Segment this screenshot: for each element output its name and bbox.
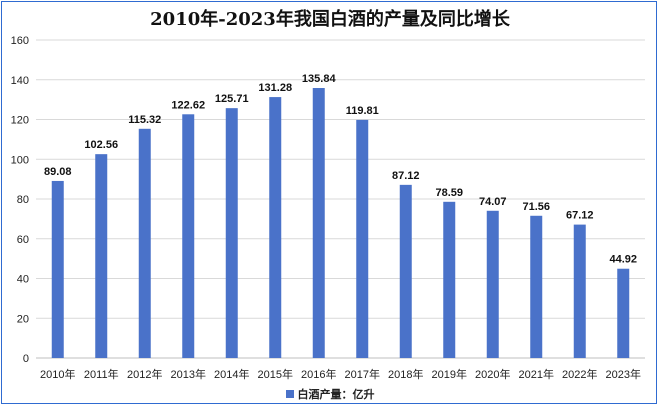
bar	[138, 128, 151, 358]
x-tick-label: 2010年	[40, 367, 75, 381]
x-tick-label: 2011年	[84, 367, 119, 381]
data-label: 67.12	[566, 210, 594, 222]
data-label: 125.71	[215, 93, 249, 105]
x-tick-label: 2016年	[301, 367, 336, 381]
data-label: 44.92	[609, 254, 637, 266]
bar	[486, 210, 499, 358]
bar	[225, 108, 238, 359]
data-label: 135.84	[302, 73, 337, 85]
bar	[312, 88, 325, 358]
x-tick-label: 2015年	[258, 367, 293, 381]
legend-label: 白酒产量：亿升	[297, 389, 375, 401]
data-labels: 89.08 102.56 115.32 122.62 125.71 131.28 135.8…	[44, 73, 637, 266]
bar	[399, 184, 412, 358]
x-tick-label: 2022年	[562, 367, 597, 381]
y-tick-label: 0	[23, 353, 29, 365]
y-tick-label: 40	[17, 274, 29, 286]
y-tick-label: 120	[11, 115, 29, 127]
y-tick-label: 60	[17, 234, 29, 246]
y-tick-label: 100	[11, 154, 29, 166]
x-tick-label: 2018年	[388, 367, 423, 381]
x-tick-label: 2021年	[519, 367, 554, 381]
legend: 白酒产量：亿升	[0, 386, 660, 402]
data-label: 122.62	[171, 99, 205, 111]
bar	[443, 201, 456, 358]
y-tick-label: 140	[11, 75, 29, 87]
x-tick-label: 2012年	[127, 367, 162, 381]
data-label: 89.08	[44, 166, 72, 178]
chart-title: 2010年-2023年我国白酒的产量及同比增长	[150, 9, 510, 30]
legend-swatch	[285, 390, 294, 398]
data-label: 115.32	[128, 114, 161, 126]
x-tick-label: 2013年	[171, 367, 206, 381]
y-tick-label: 160	[11, 35, 29, 47]
bar	[95, 154, 108, 358]
bar	[356, 119, 369, 358]
bar	[617, 268, 630, 358]
bar	[182, 114, 195, 358]
y-axis-ticks: 0 20 40 60 80 100 120 140 160	[11, 35, 29, 365]
x-tick-label: 2023年	[606, 367, 641, 381]
bar	[573, 224, 586, 358]
x-tick-label: 2019年	[432, 367, 467, 381]
data-label: 102.56	[84, 139, 118, 151]
y-tick-label: 20	[17, 313, 29, 325]
data-label: 87.12	[392, 170, 420, 182]
y-tick-label: 80	[17, 194, 29, 206]
bar	[530, 215, 543, 358]
bar	[51, 180, 64, 358]
data-label: 74.07	[479, 196, 507, 208]
x-axis-ticks: 2010年 2011年 2012年 2013年 2014年 2015年 2016年 2017年…	[40, 367, 641, 381]
bar	[269, 97, 282, 359]
x-tick-label: 2020年	[475, 367, 510, 381]
x-tick-label: 2014年	[214, 367, 249, 381]
data-label: 119.81	[346, 105, 379, 117]
gridlines	[36, 39, 645, 359]
data-label: 71.56	[522, 201, 550, 213]
data-label: 131.28	[258, 82, 292, 94]
x-tick-label: 2017年	[345, 367, 380, 381]
bars	[51, 88, 630, 359]
data-label: 78.59	[435, 187, 463, 199]
